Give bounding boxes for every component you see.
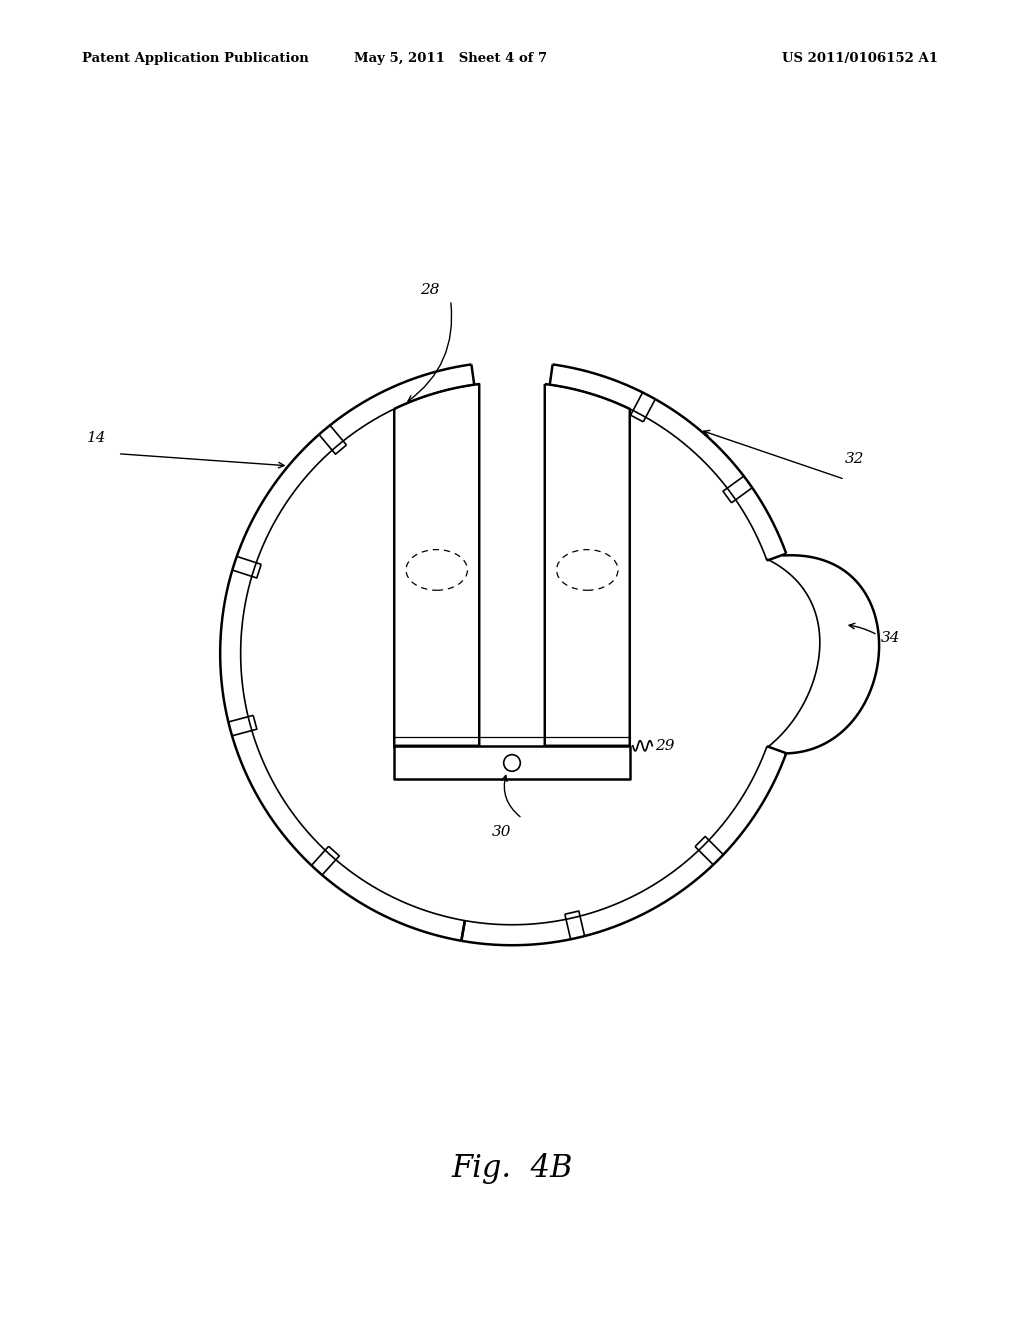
Text: 34: 34: [881, 631, 900, 645]
Text: 14: 14: [87, 432, 106, 445]
Text: 29: 29: [655, 739, 675, 752]
Text: Fig.  4B: Fig. 4B: [452, 1152, 572, 1184]
Text: May 5, 2011   Sheet 4 of 7: May 5, 2011 Sheet 4 of 7: [354, 51, 547, 65]
Text: 28: 28: [420, 282, 439, 297]
Text: Patent Application Publication: Patent Application Publication: [82, 51, 308, 65]
Text: 32: 32: [845, 451, 864, 466]
Text: US 2011/0106152 A1: US 2011/0106152 A1: [782, 51, 938, 65]
Text: 30: 30: [492, 825, 511, 838]
